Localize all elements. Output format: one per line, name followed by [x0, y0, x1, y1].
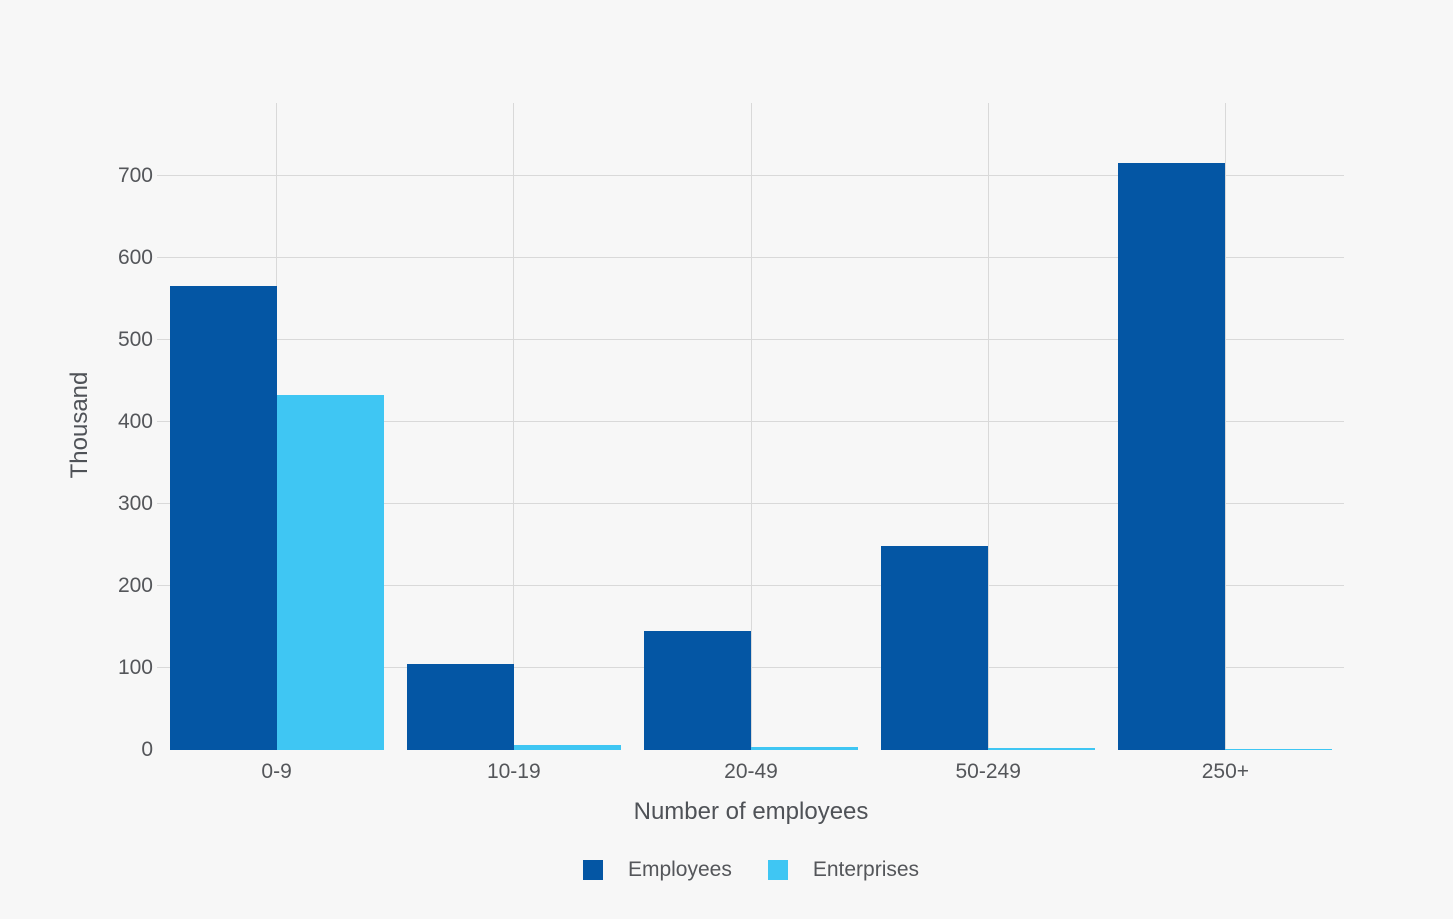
bar-enterprises-20-49[interactable]: [751, 746, 858, 750]
x-axis-title: Number of employees: [633, 798, 869, 825]
legend-item-employees[interactable]: Employees: [582, 858, 732, 882]
y-tick-label-500: 500: [117, 327, 153, 351]
gridline-x-20-49: [750, 103, 752, 750]
bar-employees-20-49[interactable]: [644, 630, 751, 750]
gridline-x-250+: [1224, 103, 1226, 750]
y-tick-label-100: 100: [117, 655, 153, 679]
x-tick-label-50-249: 50-249: [955, 760, 1021, 783]
bar-employees-0-9[interactable]: [169, 286, 277, 750]
legend: Employees Enterprises: [158, 858, 1344, 882]
bar-employees-10-19[interactable]: [406, 663, 514, 750]
x-tick-label-0-9: 0-9: [261, 760, 292, 783]
bar-enterprises-50-249[interactable]: [988, 748, 1096, 750]
enterprises-swatch-icon: [767, 860, 788, 880]
y-tick-label-300: 300: [117, 491, 153, 515]
y-tick-label-700: 700: [117, 163, 153, 187]
y-tick-label-400: 400: [117, 409, 153, 433]
gridline-x-50-249: [987, 103, 989, 750]
legend-label-enterprises: Enterprises: [812, 858, 920, 881]
y-tick-label-0: 0: [141, 738, 153, 761]
bar-employees-250+[interactable]: [1118, 163, 1226, 750]
employees-swatch-icon: [582, 860, 603, 880]
bar-enterprises-250+[interactable]: [1225, 749, 1333, 750]
bar-enterprises-10-19[interactable]: [513, 745, 621, 750]
gridline-x-10-19: [513, 103, 515, 750]
y-axis-title: Thousand: [66, 371, 93, 479]
y-tick-label-200: 200: [117, 573, 153, 597]
bar-enterprises-0-9[interactable]: [276, 395, 384, 750]
legend-item-enterprises[interactable]: Enterprises: [767, 858, 920, 882]
x-tick-label-10-19: 10-19: [486, 760, 541, 783]
x-tick-label-250+: 250+: [1201, 760, 1250, 783]
bar-employees-50-249[interactable]: [881, 546, 989, 750]
legend-label-employees: Employees: [627, 858, 732, 881]
x-tick-label-20-49: 20-49: [724, 760, 778, 783]
y-tick-label-600: 600: [117, 245, 153, 269]
